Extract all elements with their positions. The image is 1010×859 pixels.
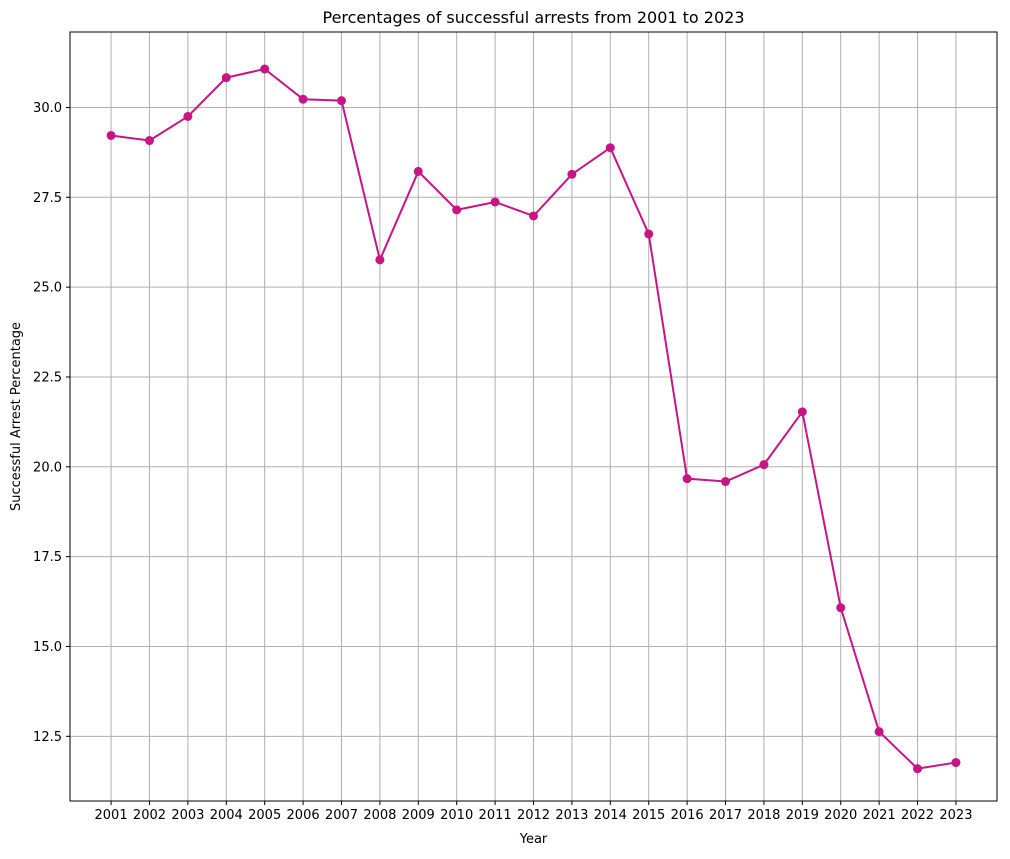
data-point bbox=[913, 764, 923, 774]
data-point bbox=[260, 64, 270, 74]
x-tick-label: 2013 bbox=[555, 808, 588, 823]
x-tick-label: 2006 bbox=[287, 808, 320, 823]
data-point bbox=[106, 130, 116, 140]
x-tick-label: 2019 bbox=[786, 808, 819, 823]
data-point bbox=[490, 197, 500, 207]
y-tick-label: 30.0 bbox=[33, 101, 62, 116]
data-point bbox=[183, 111, 193, 121]
data-point bbox=[951, 758, 961, 768]
x-tick-label: 2003 bbox=[171, 808, 204, 823]
data-point bbox=[529, 211, 538, 221]
x-tick-label: 2002 bbox=[133, 808, 166, 823]
x-tick-label: 2018 bbox=[747, 808, 780, 823]
x-tick-label: 2004 bbox=[210, 808, 243, 823]
x-tick-label: 2014 bbox=[594, 808, 627, 823]
x-tick-label: 2023 bbox=[939, 808, 972, 823]
data-point bbox=[759, 460, 769, 470]
x-tick-label: 2020 bbox=[824, 808, 857, 823]
x-tick-label: 2022 bbox=[901, 808, 934, 823]
x-tick-label: 2001 bbox=[95, 808, 128, 823]
y-tick-label: 15.0 bbox=[33, 640, 62, 655]
data-point bbox=[336, 96, 346, 106]
data-point bbox=[644, 229, 654, 239]
tick-layer: 2001 2002 2003 2004 2005 2006 2007 2008 2009 2010… bbox=[33, 101, 972, 823]
data-point bbox=[144, 136, 154, 146]
y-tick-label: 17.5 bbox=[33, 550, 62, 565]
data-point bbox=[413, 166, 423, 176]
data-point bbox=[682, 474, 692, 484]
x-tick-label: 2010 bbox=[440, 808, 473, 823]
series-layer bbox=[106, 64, 961, 774]
data-point bbox=[452, 205, 462, 215]
data-point bbox=[567, 169, 577, 179]
y-tick-label: 25.0 bbox=[33, 281, 62, 296]
chart-title: Percentages of successful arrests from 2… bbox=[322, 8, 744, 27]
x-tick-label: 2008 bbox=[363, 808, 396, 823]
grid-layer bbox=[70, 32, 997, 801]
data-point bbox=[221, 73, 231, 83]
data-point bbox=[605, 143, 615, 153]
data-point bbox=[298, 94, 308, 104]
data-point bbox=[375, 255, 385, 265]
data-point bbox=[797, 407, 807, 417]
x-tick-label: 2016 bbox=[671, 808, 704, 823]
x-tick-label: 2015 bbox=[632, 808, 665, 823]
data-point bbox=[874, 727, 884, 737]
x-tick-label: 2012 bbox=[517, 808, 550, 823]
data-point bbox=[836, 603, 846, 613]
x-tick-label: 2021 bbox=[863, 808, 896, 823]
y-tick-label: 22.5 bbox=[33, 370, 62, 385]
y-axis-label: Successful Arrest Percentage bbox=[9, 322, 24, 511]
y-tick-label: 27.5 bbox=[33, 191, 62, 206]
x-tick-label: 2009 bbox=[402, 808, 435, 823]
y-tick-label: 20.0 bbox=[33, 460, 62, 475]
data-point bbox=[721, 477, 731, 487]
y-tick-label: 12.5 bbox=[33, 730, 62, 745]
x-axis-label: Year bbox=[519, 832, 548, 847]
x-tick-label: 2007 bbox=[325, 808, 358, 823]
x-tick-label: 2017 bbox=[709, 808, 742, 823]
x-tick-label: 2005 bbox=[248, 808, 281, 823]
x-tick-label: 2011 bbox=[479, 808, 512, 823]
